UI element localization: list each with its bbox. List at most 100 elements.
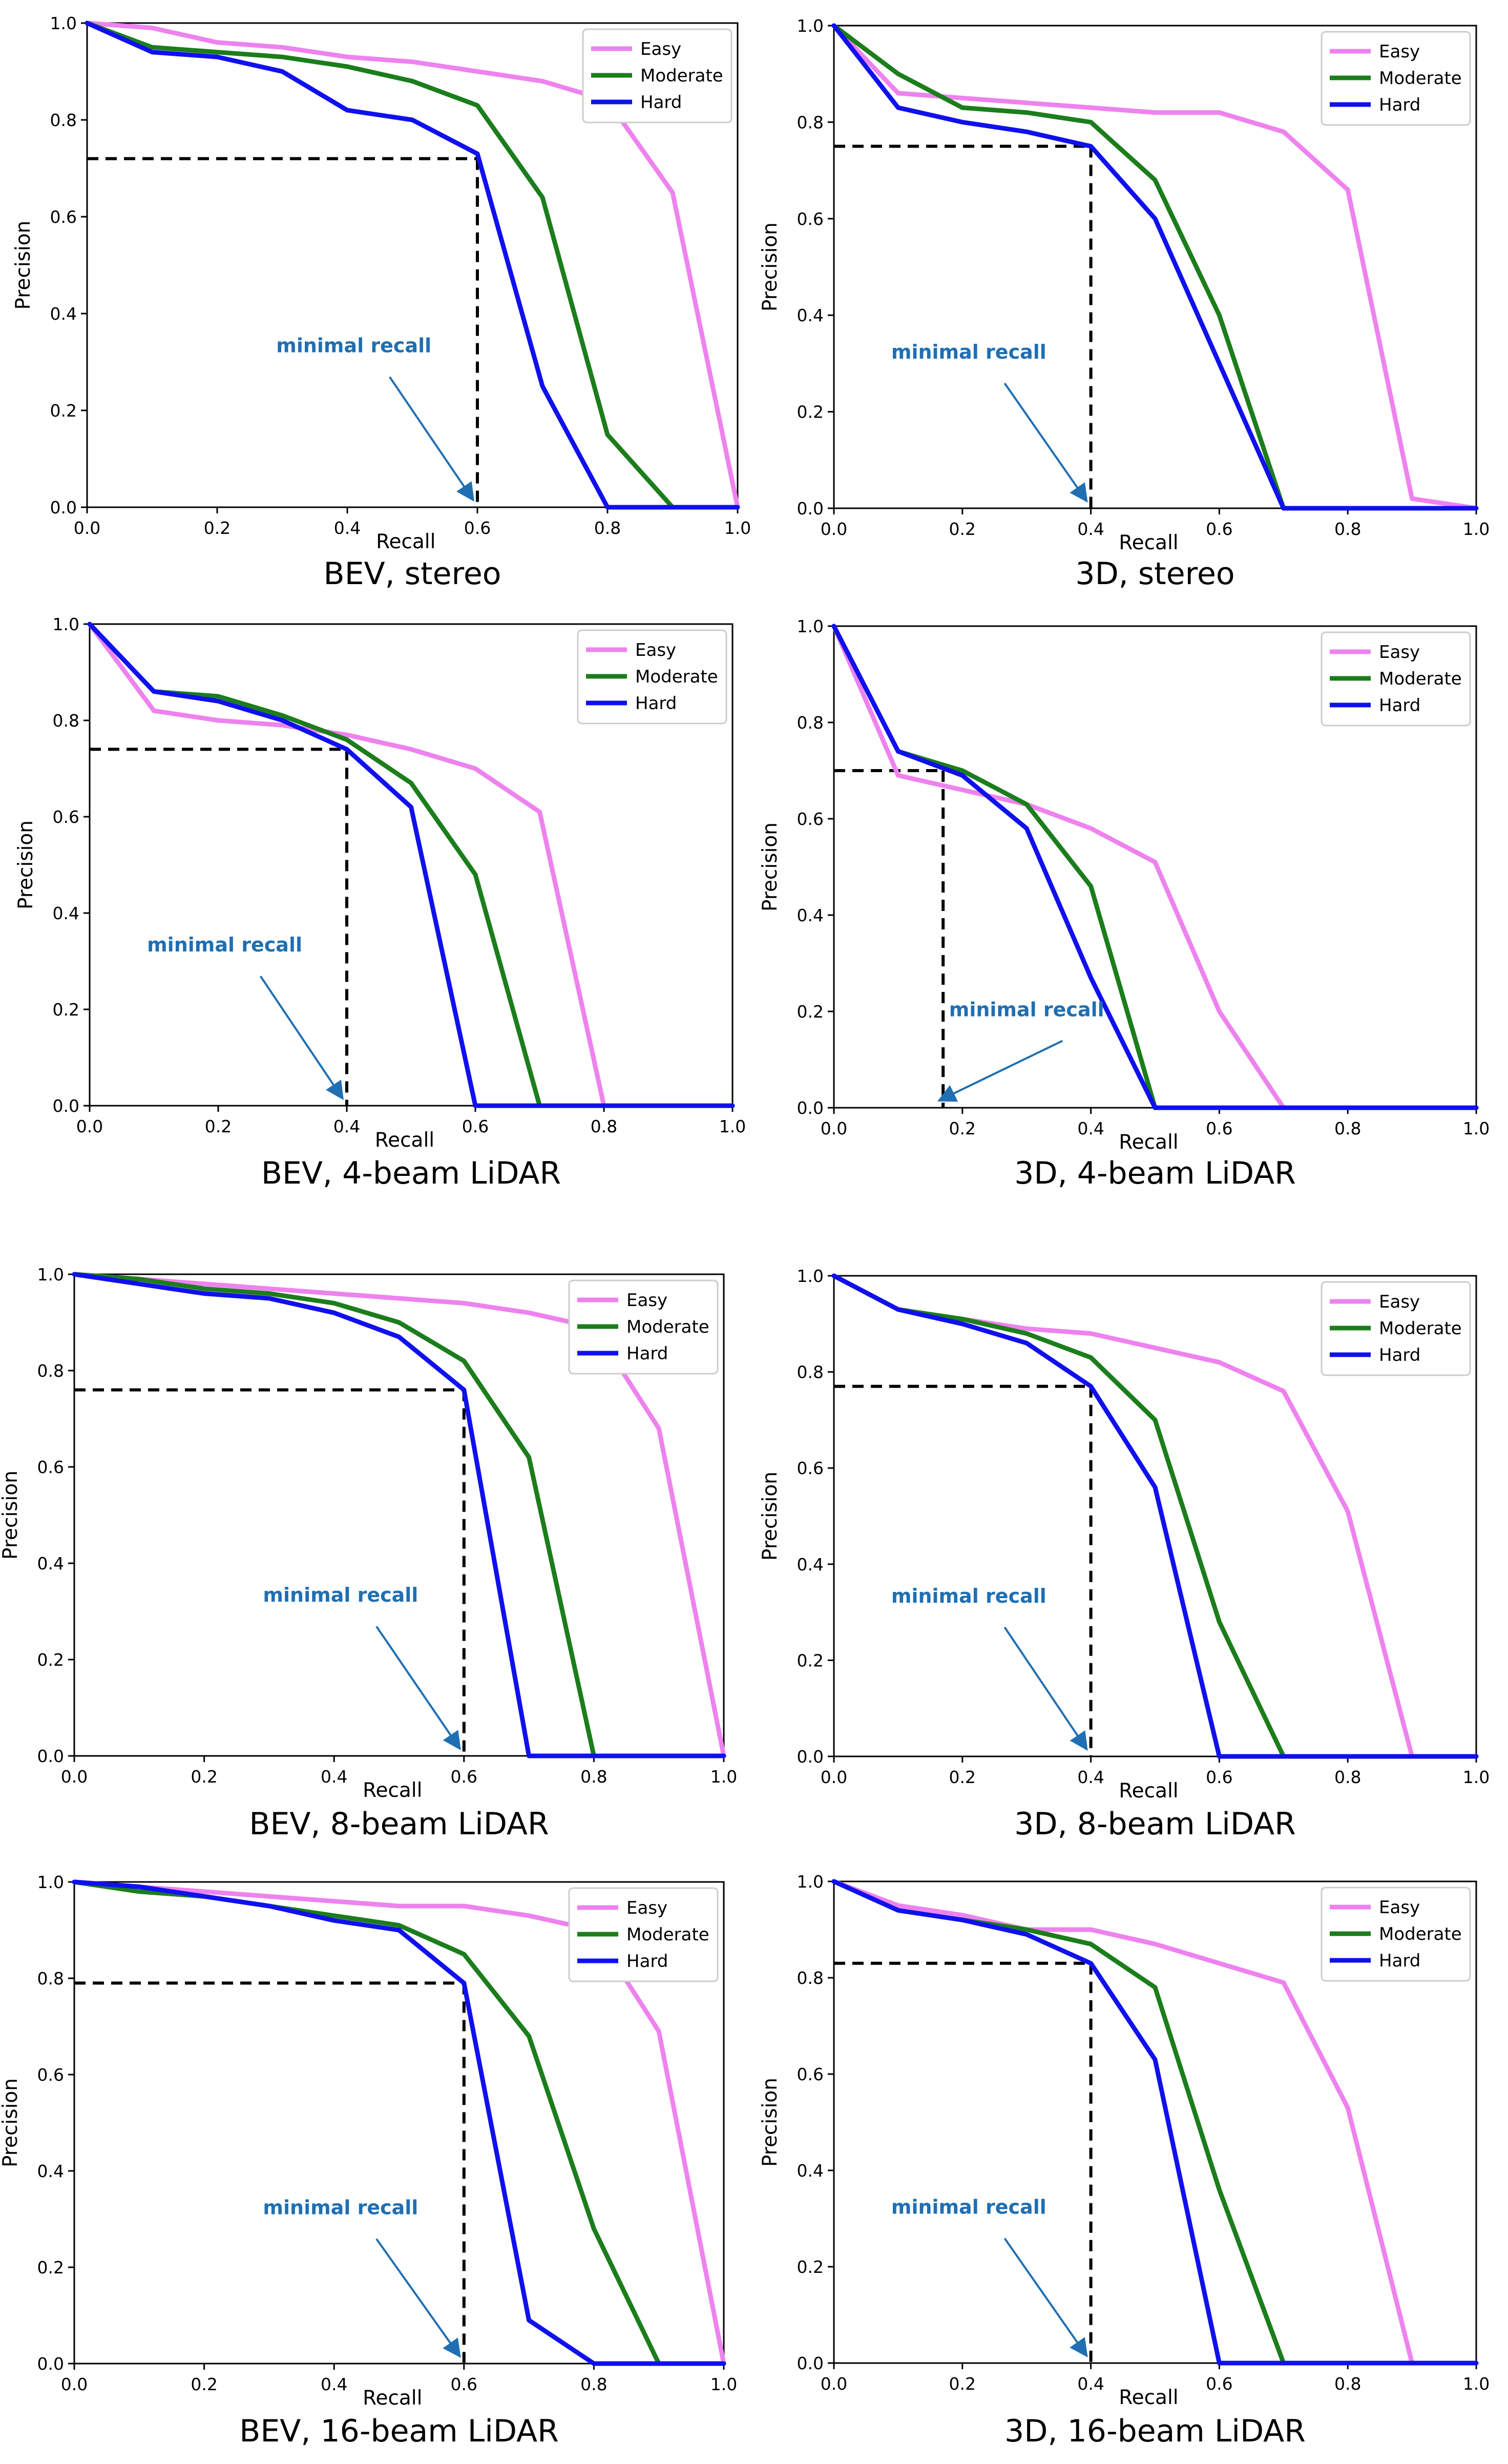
x-tick-label: 0.0 <box>821 1767 847 1787</box>
series-line-hard <box>87 622 735 1108</box>
legend-label-hard: Hard <box>626 1951 668 1972</box>
legend-label-hard: Hard <box>1379 1951 1420 1971</box>
y-tick-label: 0.0 <box>797 2353 824 2373</box>
chart-panel-6: 0.0 0.2 0.4 0.6 0.8 1.0 0.0 0.2 0.4 0.6 0.8 1.0 Reca… <box>759 1266 1490 1842</box>
legend-box <box>1321 31 1471 126</box>
series-line-hard <box>831 1879 1479 2366</box>
x-axis-label: Recall <box>363 1779 422 1802</box>
minimal-recall-label: minimal recall <box>891 1585 1046 1607</box>
y-tick-label: 0.4 <box>50 304 77 324</box>
x-tick-label: 0.4 <box>321 1767 347 1787</box>
y-tick-label: 0.8 <box>50 110 77 130</box>
legend: Easy Moderate Hard <box>568 1887 719 1982</box>
legend-label-hard: Hard <box>640 92 682 113</box>
panel-caption: 3D, 4-beam LiDAR <box>1014 1155 1296 1191</box>
x-tick-label: 0.8 <box>580 2374 607 2394</box>
y-tick-label: 0.4 <box>797 1555 824 1575</box>
y-axis-label: Precision <box>759 222 782 312</box>
y-tick-label: 0.2 <box>37 1650 64 1670</box>
legend-label-easy: Easy <box>640 39 681 59</box>
y-axis-label: Precision <box>12 220 35 309</box>
legend-label-hard: Hard <box>1379 695 1420 716</box>
y-tick-label: 0.8 <box>797 713 824 733</box>
x-tick-label: 0.4 <box>334 518 361 538</box>
y-tick-label: 0.4 <box>797 305 824 325</box>
x-tick-label: 0.0 <box>61 1767 88 1787</box>
panel-caption: BEV, 8-beam LiDAR <box>249 1806 549 1842</box>
x-tick-label: 0.6 <box>1206 1767 1232 1787</box>
y-tick-label: 0.0 <box>37 1746 64 1766</box>
y-tick-label: 0.6 <box>50 207 77 227</box>
x-axis-label: Recall <box>363 2387 422 2410</box>
y-tick-label: 0.0 <box>37 2354 64 2374</box>
x-tick-label: 1.0 <box>710 1767 737 1787</box>
legend-label-easy: Easy <box>1379 1897 1420 1918</box>
y-tick-label: 0.8 <box>37 1969 64 1989</box>
y-tick-label: 1.0 <box>37 1872 64 1892</box>
y-axis-label: Precision <box>759 1472 782 1561</box>
series-line-hard <box>85 20 740 510</box>
legend-label-easy: Easy <box>1379 1292 1420 1312</box>
y-tick-label: 0.2 <box>53 1000 79 1020</box>
x-axis-label: Recall <box>1119 531 1178 554</box>
x-tick-label: 0.6 <box>464 518 491 538</box>
series-line-hard <box>831 1273 1479 1759</box>
minimal-recall-label: minimal recall <box>891 341 1046 363</box>
x-tick-label: 1.0 <box>710 2374 737 2394</box>
minimal-recall-arrow <box>375 1626 461 1750</box>
minimal-recall-arrow <box>1003 2238 1088 2357</box>
legend-label-hard: Hard <box>1379 95 1420 115</box>
series-line-easy <box>85 20 740 510</box>
x-axis-label: Recall <box>375 1129 434 1152</box>
minimal-recall-arrow <box>375 2238 461 2358</box>
x-tick-label: 1.0 <box>1463 1119 1490 1138</box>
y-axis-label: Precision <box>14 820 37 909</box>
legend: Easy Moderate Hard <box>1321 31 1471 126</box>
legend-box <box>582 28 732 123</box>
y-tick-label: 1.0 <box>53 614 79 634</box>
y-tick-label: 0.6 <box>797 2064 824 2084</box>
x-tick-label: 0.2 <box>949 1119 976 1138</box>
legend: Easy Moderate Hard <box>577 629 727 724</box>
y-tick-label: 1.0 <box>797 616 824 636</box>
y-tick-label: 0.6 <box>797 209 824 229</box>
x-tick-label: 0.2 <box>949 2374 976 2394</box>
x-tick-label: 0.4 <box>1077 2374 1104 2394</box>
y-tick-label: 0.6 <box>37 1457 64 1477</box>
y-tick-label: 0.8 <box>37 1361 64 1381</box>
y-tick-label: 0.0 <box>797 499 824 519</box>
series-line-moderate <box>85 20 740 510</box>
y-tick-label: 0.0 <box>53 1096 79 1116</box>
legend-label-moderate: Moderate <box>1379 68 1462 89</box>
x-tick-label: 0.0 <box>76 1116 103 1136</box>
y-tick-label: 0.2 <box>797 2257 824 2277</box>
x-tick-label: 0.8 <box>580 1767 607 1787</box>
y-tick-label: 0.4 <box>37 1554 64 1573</box>
panel-caption: 3D, stereo <box>1075 556 1234 592</box>
x-tick-label: 0.2 <box>949 1767 976 1787</box>
legend-label-moderate: Moderate <box>635 667 718 687</box>
x-tick-label: 0.6 <box>1206 519 1232 539</box>
x-tick-label: 1.0 <box>724 518 751 538</box>
minimal-recall-label: minimal recall <box>263 2197 418 2219</box>
x-tick-label: 0.4 <box>333 1116 360 1136</box>
x-tick-label: 1.0 <box>1463 1767 1490 1787</box>
y-tick-label: 0.2 <box>797 1650 824 1670</box>
minimal-recall-label: minimal recall <box>276 335 431 357</box>
x-tick-label: 0.2 <box>191 1767 217 1787</box>
series-line-hard <box>831 624 1479 1110</box>
chart-panel-1: 0.0 0.2 0.4 0.6 0.8 1.0 0.0 0.2 0.4 0.6 0.8 1.0 Reca… <box>12 13 751 592</box>
legend-label-moderate: Moderate <box>626 1924 709 1945</box>
x-tick-label: 0.4 <box>1077 519 1104 539</box>
x-tick-label: 0.8 <box>594 518 621 538</box>
legend-label-hard: Hard <box>626 1343 668 1364</box>
legend: Easy Moderate Hard <box>1321 1281 1471 1376</box>
series-line-hard <box>72 1879 726 2366</box>
x-tick-label: 0.0 <box>74 518 100 538</box>
y-tick-label: 0.6 <box>797 1458 824 1478</box>
legend-box <box>1321 631 1471 727</box>
legend-label-easy: Easy <box>626 1898 667 1918</box>
chart-panel-4: 0.0 0.2 0.4 0.6 0.8 1.0 0.0 0.2 0.4 0.6 0.8 1.0 Reca… <box>759 616 1490 1191</box>
